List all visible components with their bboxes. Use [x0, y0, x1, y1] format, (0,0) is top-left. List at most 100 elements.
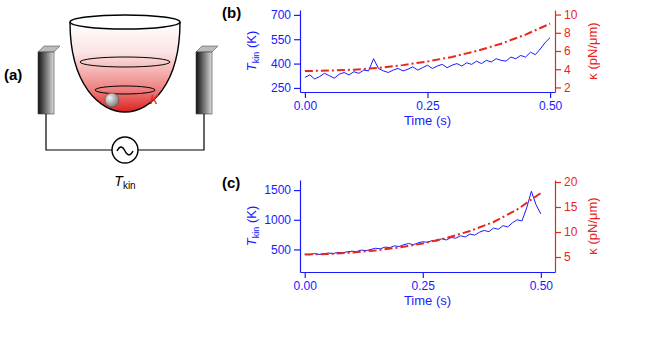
tick-label: 10 — [564, 8, 578, 22]
tick: 2 — [555, 81, 571, 95]
y-axis: 500 1000 1500 — [264, 181, 300, 273]
tick-label: 6 — [564, 44, 571, 58]
tick-label: 15 — [564, 200, 578, 214]
tick-label: 4 — [564, 63, 571, 77]
tick-label: 400 — [271, 57, 291, 71]
plate-top — [196, 46, 218, 52]
ac-symbol — [117, 147, 133, 155]
tick-mark — [555, 257, 561, 258]
tick: 0.00 — [294, 272, 318, 293]
label-sub: kin — [251, 52, 261, 64]
axis-line — [300, 11, 301, 93]
tick-label: 500 — [271, 243, 291, 257]
tick-mark — [294, 15, 300, 16]
tick-mark — [294, 39, 300, 40]
tick-label: 550 — [271, 33, 291, 47]
tick: 4 — [555, 63, 571, 77]
contour — [80, 57, 170, 67]
panel-letter: (b) — [222, 4, 241, 21]
tick-mark — [423, 272, 424, 278]
tick: 0.25 — [416, 92, 440, 113]
plate — [196, 52, 212, 114]
tick-mark — [555, 14, 561, 15]
x-axis-title: Time (s) — [404, 113, 451, 128]
tick-label: 1500 — [264, 183, 291, 197]
tick: 700 — [271, 8, 300, 22]
tick-label: 2 — [564, 81, 571, 95]
tick-mark — [550, 92, 551, 98]
tick-label: 0.25 — [412, 279, 436, 293]
tick-mark — [294, 249, 300, 250]
tick-label: 0.25 — [416, 99, 440, 113]
series-line — [305, 24, 550, 71]
source-label: Tkin — [114, 173, 135, 191]
contour — [95, 86, 155, 94]
bead — [105, 93, 119, 107]
axis-line — [555, 181, 556, 273]
tick-label: 8 — [564, 26, 571, 40]
y2-axis: 5 10 15 20 — [555, 175, 578, 272]
tick-label: 10 — [564, 225, 578, 239]
tick-mark — [555, 51, 561, 52]
series-line — [305, 38, 550, 79]
tick-label: 20 — [564, 175, 578, 189]
tick: 10 — [555, 8, 578, 22]
tick-mark — [294, 63, 300, 64]
plate — [38, 52, 54, 114]
tick-mark — [555, 87, 561, 88]
tick-mark — [294, 190, 300, 191]
y-axis: 250 400 550 700 — [271, 8, 301, 95]
tick-mark — [555, 207, 561, 208]
tick: 0.00 — [294, 92, 318, 113]
tick: 8 — [555, 26, 571, 40]
label-suffix: (K) — [244, 31, 259, 52]
y2-axis: 2 4 6 8 10 — [555, 8, 578, 95]
tick-label: 5 — [564, 250, 571, 264]
stiffness-label: κ — [150, 90, 159, 107]
label-suffix: (K) — [244, 206, 259, 227]
plot-area — [305, 24, 550, 79]
plot-area — [305, 191, 541, 255]
tick-mark — [305, 272, 306, 278]
tick-label: 1000 — [264, 213, 291, 227]
tick-label: 250 — [271, 81, 291, 95]
plate-top — [38, 46, 60, 52]
tick-mark — [555, 182, 561, 183]
x-axis-title: Time (s) — [404, 293, 451, 308]
tick: 550 — [271, 33, 300, 47]
tick: 20 — [555, 175, 578, 189]
series-line — [305, 193, 541, 255]
tick-label: 0.50 — [539, 99, 563, 113]
tick-label: 0.00 — [294, 99, 318, 113]
tick: 250 — [271, 81, 300, 95]
panel-letter: (c) — [222, 174, 240, 191]
chart-panel: 0.000.250.50250400550700246810Time (s)Tk… — [222, 4, 600, 128]
axis-line — [301, 272, 556, 273]
label-sub: kin — [251, 227, 261, 239]
label-sub: kin — [123, 180, 136, 191]
tick-mark — [305, 92, 306, 98]
tick: 1500 — [264, 183, 300, 197]
x-axis: 0.00 0.25 0.50 — [294, 92, 563, 113]
trap — [70, 22, 180, 112]
tick-mark — [555, 33, 561, 34]
tick: 0.50 — [530, 272, 554, 293]
tick-mark — [555, 232, 561, 233]
ac-source — [112, 137, 138, 163]
tick-label: 0.50 — [530, 279, 554, 293]
tick-mark — [555, 69, 561, 70]
panel-letter: (a) — [4, 66, 22, 83]
y2-axis-title: κ (pN/μm) — [585, 22, 600, 79]
tick-mark — [541, 272, 542, 278]
y-axis-title: Tkin (K) — [244, 206, 261, 246]
tick-label: 0.00 — [294, 279, 318, 293]
tick-mark — [427, 92, 428, 98]
y2-axis-title: κ (pN/μm) — [585, 197, 600, 254]
tick: 6 — [555, 44, 571, 58]
axis-line — [300, 181, 301, 273]
panel-a: κ Tkin (a) — [4, 15, 218, 191]
tick: 0.50 — [539, 92, 563, 113]
tick-label: 700 — [271, 8, 291, 22]
tick: 400 — [271, 57, 300, 71]
tick: 1000 — [264, 213, 300, 227]
